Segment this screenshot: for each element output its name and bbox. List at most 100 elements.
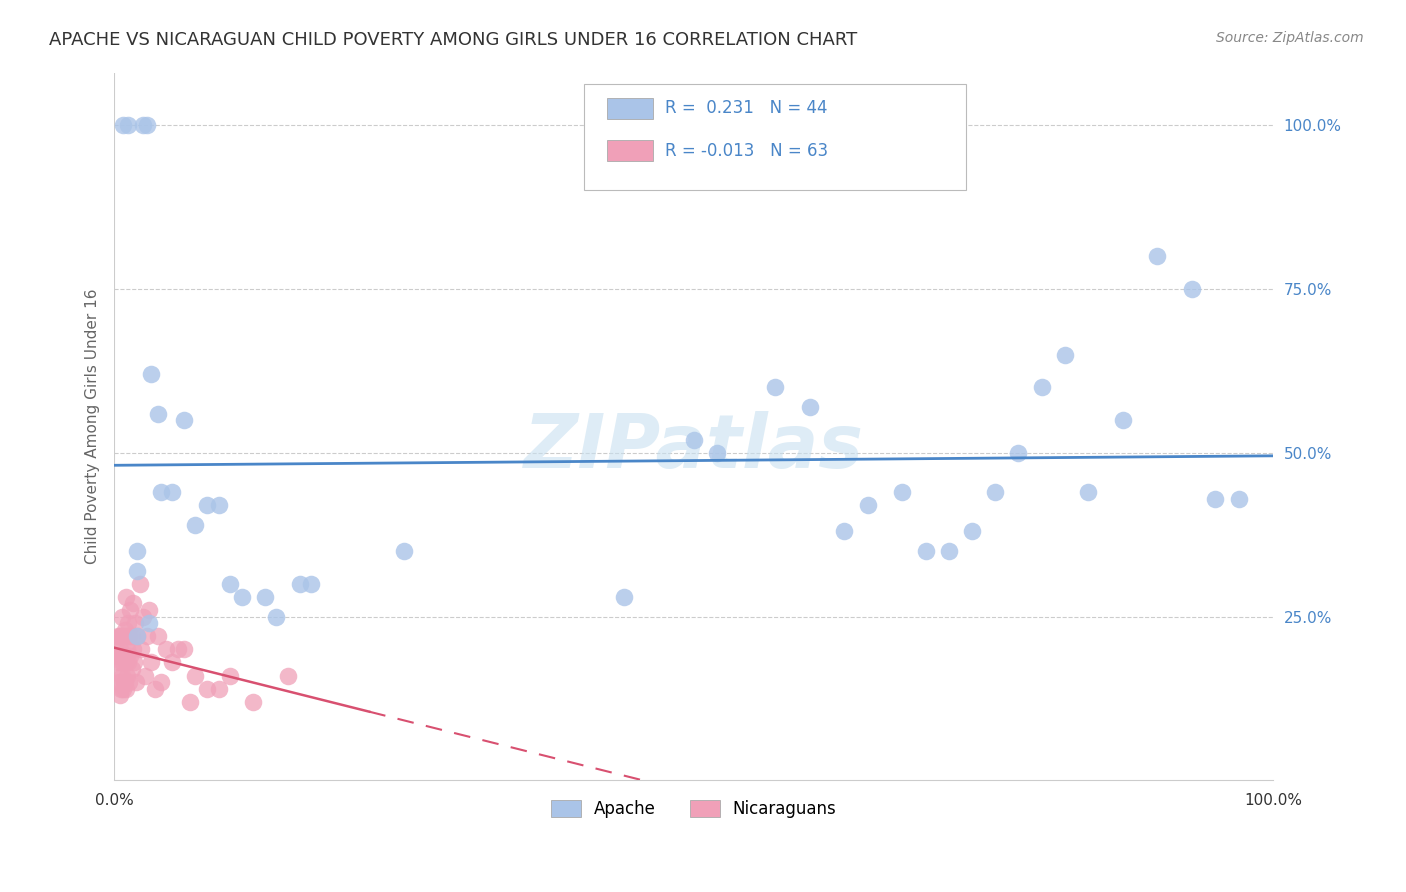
Point: [179, 695, 201, 709]
Point: [112, 629, 135, 643]
Point: [392, 544, 415, 558]
Point: [115, 668, 138, 682]
Point: [114, 648, 136, 663]
Point: [108, 668, 131, 682]
Point: [960, 524, 983, 539]
Point: [135, 119, 157, 133]
Point: [253, 590, 276, 604]
Point: [1146, 249, 1168, 263]
Point: [121, 597, 143, 611]
Point: [195, 681, 218, 696]
Point: [111, 629, 134, 643]
Point: [207, 681, 229, 696]
Text: ZIPatlas: ZIPatlas: [524, 411, 863, 484]
Point: [132, 119, 155, 133]
Point: [114, 629, 136, 643]
Point: [125, 675, 148, 690]
Point: [219, 668, 242, 682]
Point: [110, 681, 132, 696]
Point: [117, 656, 139, 670]
Point: [108, 688, 131, 702]
Point: [121, 642, 143, 657]
Point: [155, 642, 177, 657]
Point: [127, 629, 149, 643]
Point: [127, 544, 149, 558]
Point: [117, 616, 139, 631]
Bar: [607, 140, 654, 161]
Point: [1077, 485, 1099, 500]
Point: [613, 590, 636, 604]
Text: R = -0.013   N = 63: R = -0.013 N = 63: [665, 142, 828, 160]
Point: [207, 498, 229, 512]
Point: [173, 642, 195, 657]
Point: [184, 517, 207, 532]
Point: [114, 623, 136, 637]
Point: [834, 524, 856, 539]
Point: [105, 642, 128, 657]
Point: [299, 577, 322, 591]
Point: [120, 603, 142, 617]
Point: [111, 609, 134, 624]
Point: [122, 656, 145, 670]
Point: [1204, 491, 1226, 506]
Point: [134, 668, 156, 682]
Point: [167, 642, 190, 657]
Point: [149, 485, 172, 500]
Point: [114, 590, 136, 604]
Point: [112, 656, 135, 670]
Point: [1007, 446, 1029, 460]
Point: [114, 675, 136, 690]
Point: [173, 413, 195, 427]
Point: [115, 642, 138, 657]
Point: [195, 498, 218, 512]
Point: [1031, 380, 1053, 394]
Bar: [607, 98, 654, 119]
Point: [141, 656, 163, 670]
Point: [129, 642, 152, 657]
Point: [135, 629, 157, 643]
Point: [1181, 282, 1204, 296]
Point: [114, 656, 136, 670]
Point: [231, 590, 253, 604]
Point: [219, 577, 242, 591]
Point: [120, 648, 142, 663]
Point: [277, 668, 299, 682]
Point: [1227, 491, 1250, 506]
Text: APACHE VS NICARAGUAN CHILD POVERTY AMONG GIRLS UNDER 16 CORRELATION CHART: APACHE VS NICARAGUAN CHILD POVERTY AMONG…: [49, 31, 858, 49]
Point: [121, 662, 143, 676]
Point: [891, 485, 914, 500]
Point: [117, 119, 139, 133]
Point: [108, 642, 131, 657]
Point: [1053, 348, 1076, 362]
Point: [799, 400, 821, 414]
Point: [938, 544, 960, 558]
Text: R =  0.231   N = 44: R = 0.231 N = 44: [665, 99, 827, 118]
Point: [108, 648, 131, 663]
Point: [127, 629, 149, 643]
Text: Source: ZipAtlas.com: Source: ZipAtlas.com: [1216, 31, 1364, 45]
Y-axis label: Child Poverty Among Girls Under 16: Child Poverty Among Girls Under 16: [86, 289, 100, 565]
Point: [149, 675, 172, 690]
Point: [114, 681, 136, 696]
Point: [288, 577, 311, 591]
Point: [682, 433, 704, 447]
Point: [112, 119, 135, 133]
Point: [127, 564, 149, 578]
Point: [128, 577, 150, 591]
Point: [160, 485, 183, 500]
Point: [118, 675, 141, 690]
Point: [112, 681, 135, 696]
Point: [141, 368, 163, 382]
Point: [1111, 413, 1133, 427]
Point: [110, 629, 132, 643]
Point: [184, 668, 207, 682]
Point: [107, 656, 129, 670]
Point: [984, 485, 1007, 500]
Legend: Apache, Nicaraguans: Apache, Nicaraguans: [544, 794, 844, 825]
Point: [148, 407, 170, 421]
Point: [138, 603, 160, 617]
Point: [118, 629, 141, 643]
Point: [111, 668, 134, 682]
Point: [124, 616, 146, 631]
Point: [160, 656, 183, 670]
